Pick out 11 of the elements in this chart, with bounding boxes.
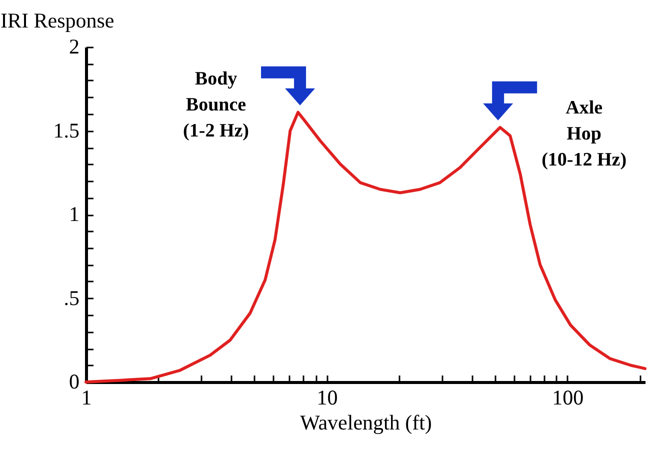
y-tick-label: 2 <box>69 34 80 58</box>
annotation: Axle Hop (10-12 Hz) <box>542 97 627 170</box>
y-axis-title: IRI Response <box>0 8 114 32</box>
x-tick-label: 10 <box>316 386 338 410</box>
x-tick-label: 100 <box>552 386 584 410</box>
annotation: Body Bounce (1-2 Hz) <box>183 68 250 142</box>
y-tick-label: .5 <box>64 286 80 310</box>
y-tick-label: 0 <box>69 370 80 394</box>
y-tick-label: 1.5 <box>53 118 80 142</box>
y-tick-label: 1 <box>69 202 80 226</box>
x-axis-title: Wavelength (ft) <box>300 410 432 434</box>
